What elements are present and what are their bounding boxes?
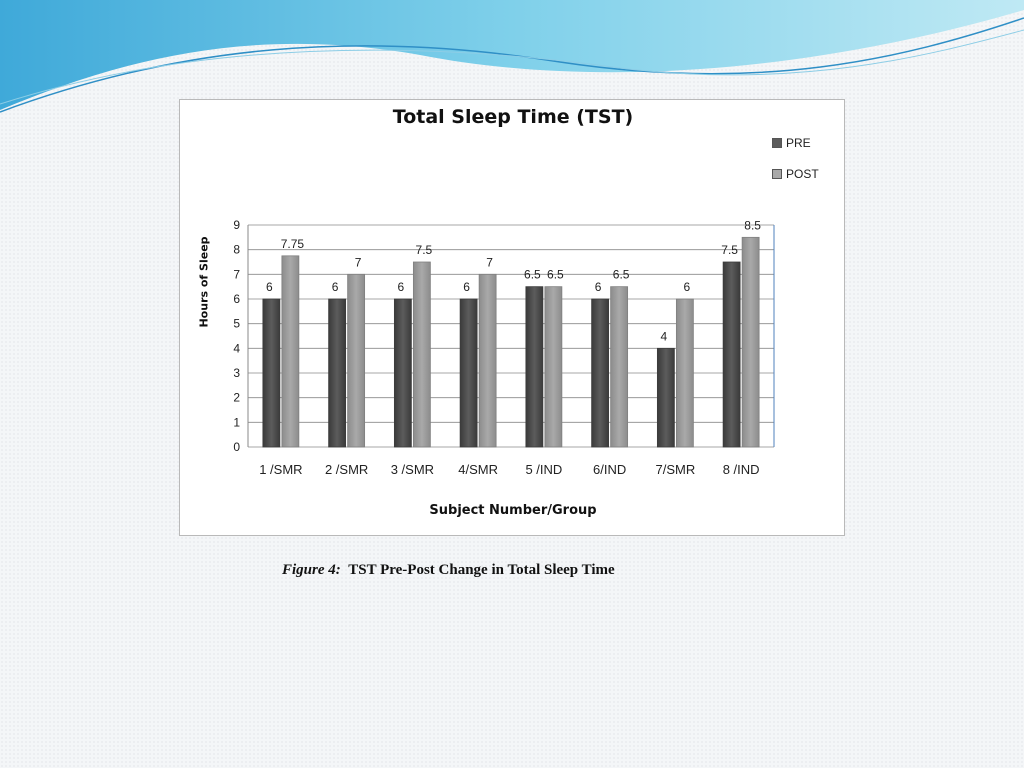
decorative-wave-header xyxy=(0,0,1024,113)
legend-label-pre: PRE xyxy=(786,136,811,150)
chart-title: Total Sleep Time (TST) xyxy=(392,106,634,128)
bar-post xyxy=(281,255,300,448)
data-label-post: 6.5 xyxy=(613,268,630,282)
legend-item-pre: PRE xyxy=(772,135,819,151)
legend-label-post: POST xyxy=(786,167,819,181)
x-tick-label: 5 /IND xyxy=(525,462,562,477)
figure-caption: Figure 4: TST Pre-Post Change in Total S… xyxy=(282,562,615,579)
x-tick-label: 2 /SMR xyxy=(325,462,368,477)
data-label-pre: 6 xyxy=(595,280,602,294)
bar-post xyxy=(544,286,563,448)
x-tick-label: 1 /SMR xyxy=(259,462,302,477)
y-tick-label: 4 xyxy=(233,341,240,355)
x-tick-label: 4/SMR xyxy=(458,462,498,477)
bar-post xyxy=(675,298,694,448)
data-label-pre: 6 xyxy=(463,280,470,294)
y-tick-label: 3 xyxy=(233,366,240,380)
data-label-pre: 6.5 xyxy=(524,268,541,282)
bar-pre xyxy=(722,261,741,448)
data-label-post: 7.5 xyxy=(416,243,433,257)
bar-pre xyxy=(328,298,347,448)
bar-pre xyxy=(525,286,544,448)
data-label-post: 7 xyxy=(355,255,362,269)
chart-legend: PRE POST xyxy=(772,135,819,197)
y-tick-label: 5 xyxy=(233,317,240,331)
x-tick-label: 8 /IND xyxy=(723,462,760,477)
legend-item-post: POST xyxy=(772,166,819,182)
data-label-pre: 7.5 xyxy=(721,243,738,257)
y-tick-label: 0 xyxy=(233,440,240,454)
bar-post xyxy=(610,286,629,448)
data-label-post: 7.75 xyxy=(281,237,305,251)
bar-post xyxy=(412,261,431,448)
bar-post xyxy=(347,273,366,448)
y-tick-label: 9 xyxy=(233,218,240,232)
bar-post xyxy=(741,236,760,448)
data-label-post: 6 xyxy=(684,280,691,294)
bar-pre xyxy=(459,298,478,448)
legend-swatch-pre xyxy=(772,138,782,148)
y-tick-label: 6 xyxy=(233,292,240,306)
x-tick-label: 6/IND xyxy=(593,462,626,477)
y-tick-label: 8 xyxy=(233,243,240,257)
data-label-pre: 6 xyxy=(332,280,339,294)
legend-swatch-post xyxy=(772,169,782,179)
chart-frame: Total Sleep Time (TST) 0 1 2 3 4 5 6 7 8 9 6 7.75 1 … xyxy=(179,99,845,536)
data-label-post: 8.5 xyxy=(744,218,761,232)
data-label-post: 7 xyxy=(486,255,493,269)
y-axis-title: Hours of Sleep xyxy=(197,236,211,328)
data-label-post: 6.5 xyxy=(547,268,564,282)
bar-pre xyxy=(262,298,281,448)
bar-chart: 0 1 2 3 4 5 6 7 8 9 6 7.75 1 /SMR 6 7 2 /SMR 6 7.5 3 /SMR 6… xyxy=(233,218,775,477)
x-tick-label: 3 /SMR xyxy=(391,462,434,477)
data-label-pre: 4 xyxy=(661,329,668,343)
y-tick-label: 2 xyxy=(233,391,240,405)
bar-pre xyxy=(656,347,675,448)
x-tick-label: 7/SMR xyxy=(656,462,696,477)
data-label-pre: 6 xyxy=(266,280,273,294)
bar-post xyxy=(478,273,497,448)
y-tick-label: 7 xyxy=(233,267,240,281)
data-label-pre: 6 xyxy=(398,280,405,294)
bar-pre xyxy=(591,298,610,448)
figure-caption-text: TST Pre-Post Change in Total Sleep Time xyxy=(348,562,615,578)
bar-pre xyxy=(393,298,412,448)
x-axis-title: Subject Number/Group xyxy=(429,503,597,518)
figure-caption-label: Figure 4: xyxy=(282,562,341,578)
y-tick-label: 1 xyxy=(233,415,240,429)
